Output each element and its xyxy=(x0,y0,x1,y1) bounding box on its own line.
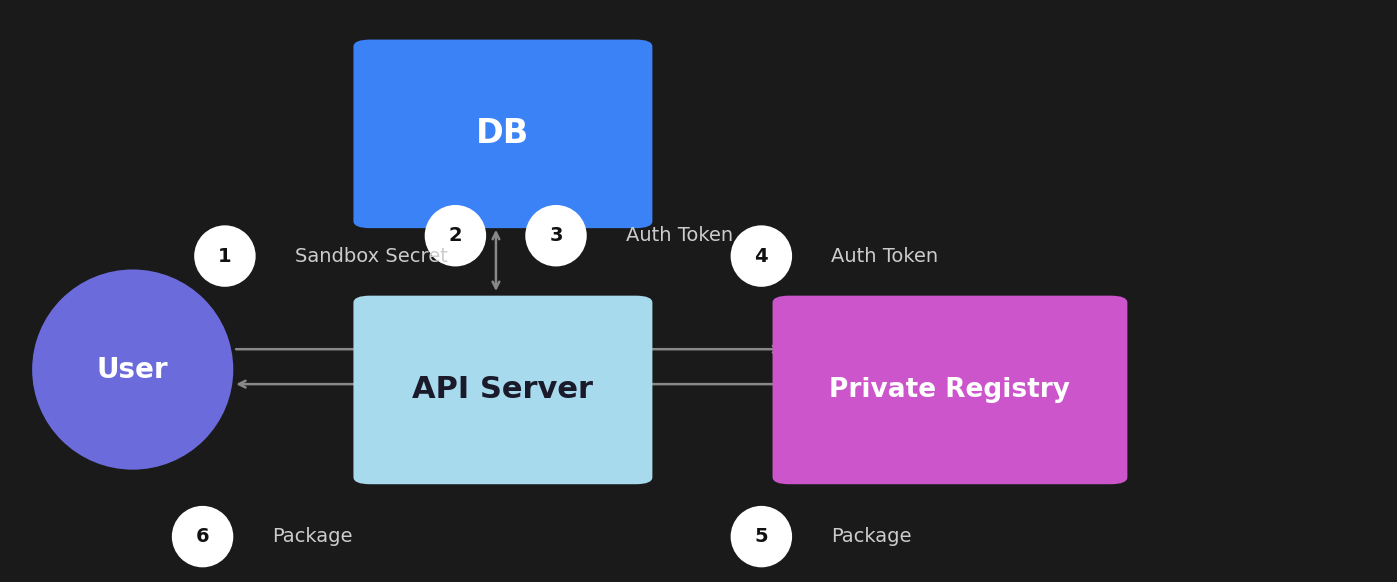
Ellipse shape xyxy=(425,205,486,267)
FancyBboxPatch shape xyxy=(773,296,1127,484)
Ellipse shape xyxy=(172,506,233,567)
Ellipse shape xyxy=(525,205,587,267)
Ellipse shape xyxy=(194,225,256,287)
Ellipse shape xyxy=(32,269,233,470)
Ellipse shape xyxy=(731,225,792,287)
Text: Auth Token: Auth Token xyxy=(626,226,733,245)
Text: User: User xyxy=(96,356,169,384)
Text: Sandbox Secret: Sandbox Secret xyxy=(295,247,447,265)
Text: Package: Package xyxy=(831,527,912,546)
Text: Auth Token: Auth Token xyxy=(831,247,939,265)
Text: Private Registry: Private Registry xyxy=(830,377,1070,403)
Text: 6: 6 xyxy=(196,527,210,546)
FancyBboxPatch shape xyxy=(353,296,652,484)
Text: 1: 1 xyxy=(218,247,232,265)
Text: API Server: API Server xyxy=(412,375,594,404)
Text: 2: 2 xyxy=(448,226,462,245)
Text: Package: Package xyxy=(272,527,353,546)
Text: 3: 3 xyxy=(549,226,563,245)
Text: DB: DB xyxy=(476,118,529,150)
Text: 4: 4 xyxy=(754,247,768,265)
Ellipse shape xyxy=(731,506,792,567)
Text: 5: 5 xyxy=(754,527,768,546)
FancyBboxPatch shape xyxy=(353,40,652,228)
